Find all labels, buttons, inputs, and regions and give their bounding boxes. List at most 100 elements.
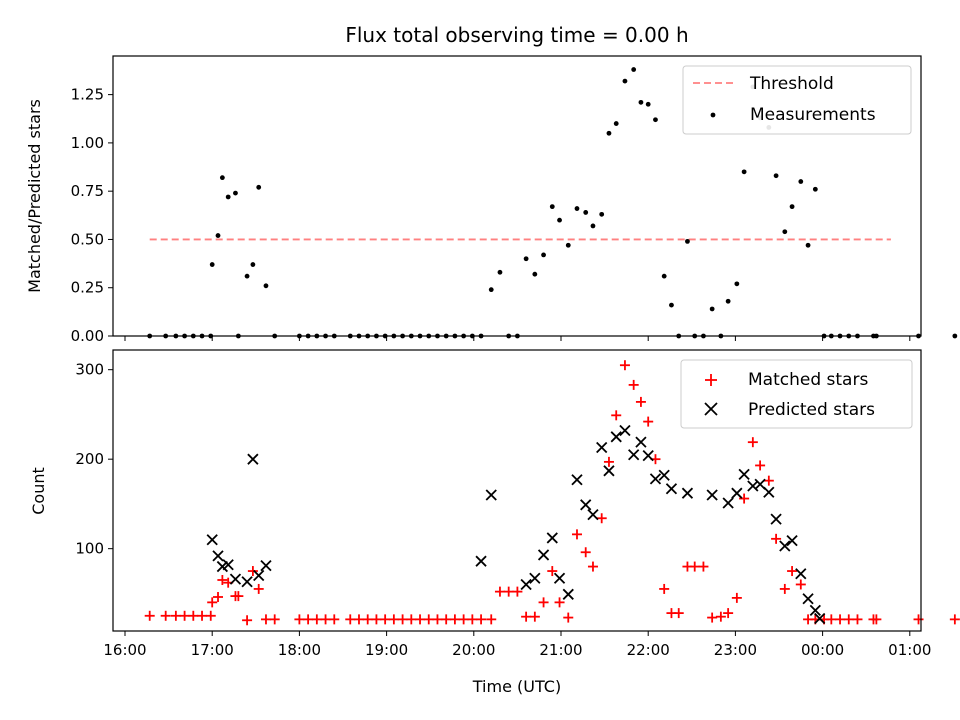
matched-star-point (253, 583, 264, 594)
legend-matched-label: Matched stars (748, 370, 868, 390)
legend-predicted-swatch (704, 402, 718, 416)
measurement-point (685, 238, 690, 244)
matched-star-point (207, 597, 218, 608)
predicted-star-point (795, 568, 807, 580)
matched-star-point (913, 614, 924, 625)
matched-star-point (763, 475, 774, 486)
predicted-star-point (635, 436, 647, 448)
measurement-point (638, 99, 644, 105)
legend-predicted-label: Predicted stars (748, 400, 875, 420)
matched-star-point (233, 591, 244, 602)
predicted-star-point (738, 468, 750, 481)
matched-star-point (476, 614, 487, 625)
predicted-star-point (587, 509, 599, 521)
matched-star-point (345, 614, 356, 625)
predicted-star-point (770, 513, 782, 525)
measurement-point (244, 273, 250, 279)
matched-star-point (843, 614, 854, 625)
matched-star-point (512, 586, 523, 597)
x-tick-label: 22:00 (627, 641, 670, 659)
x-tick-label: 23:00 (714, 641, 757, 659)
bottom-y-axis-label: Count (29, 467, 48, 515)
measurement-point (523, 256, 529, 262)
legend-measurements-swatch (710, 112, 716, 118)
predicted-star-point (529, 572, 541, 584)
matched-star-point (320, 614, 331, 625)
measurement-point (613, 121, 619, 126)
x-tick-label: 21:00 (539, 641, 582, 659)
matched-star-point (205, 610, 216, 621)
bottom-legend-box (680, 359, 913, 429)
matched-star-point (269, 614, 280, 625)
matched-star-point (458, 614, 469, 625)
matched-star-point (179, 610, 190, 621)
top-panel: 0.00 0.25 0.50 0.75 1.00 1.25 Matched/Predict… (25, 55, 958, 345)
legend-matched-swatch (705, 374, 717, 386)
matched-star-point (755, 460, 766, 471)
matched-star-point (698, 561, 709, 572)
matched-star-point (486, 614, 497, 625)
predicted-star-point (222, 559, 234, 571)
predicted-star-point (260, 560, 272, 572)
matched-star-point (611, 410, 622, 421)
measurement-point (805, 242, 811, 248)
figure-title: Flux total observing time = 0.00 h (345, 23, 688, 47)
matched-star-point (723, 608, 734, 619)
predicted-star-point (229, 573, 242, 585)
y-tick-label: 1.00 (71, 134, 104, 152)
matched-star-point (494, 586, 505, 597)
matched-star-point (242, 615, 253, 626)
matched-star-point (406, 614, 417, 625)
bottom-axes-frame (112, 349, 922, 632)
measurement-point (209, 262, 215, 267)
predicted-star-point (642, 449, 654, 462)
matched-star-point (329, 614, 340, 625)
predicted-star-point (619, 424, 631, 437)
matched-star-point (871, 614, 882, 625)
matched-star-point (689, 561, 700, 572)
measurement-point (497, 269, 503, 275)
y-tick-label: 1.25 (71, 86, 104, 104)
predicted-star-point (206, 534, 218, 546)
matched-star-point (529, 611, 540, 622)
bottom-x-ticks: 16:00 17:00 18:00 19:00 20:00 21:00 22:00 23:00… (103, 631, 931, 659)
matched-star-point (635, 396, 646, 407)
measurement-point (225, 194, 231, 200)
matched-star-point (795, 579, 806, 590)
measurement-point (782, 229, 788, 235)
measurement-point (645, 101, 651, 107)
predicted-star-point (763, 486, 775, 498)
matched-star-point (673, 608, 684, 619)
matched-star-point (779, 583, 790, 594)
matched-star-point (596, 513, 607, 524)
predicted-star-point (580, 499, 592, 511)
measurement-point (606, 130, 612, 136)
measurement-point (709, 306, 715, 312)
matched-star-point (415, 614, 426, 625)
matched-star-point (771, 533, 782, 544)
predicted-star-point (485, 489, 497, 501)
measurement-point (532, 271, 538, 277)
measurement-point (734, 281, 740, 287)
matched-star-point (260, 614, 271, 625)
x-tick-label: 01:00 (888, 641, 931, 659)
matched-star-point (659, 583, 670, 594)
bottom-y-ticks: 100 200 300 (75, 361, 113, 558)
top-y-axis-label: Matched/Predicted stars (25, 99, 44, 293)
predicted-star-point (814, 612, 826, 625)
x-tick-label: 18:00 (278, 641, 321, 659)
predicted-star-point (779, 540, 791, 552)
matched-star-point (217, 574, 228, 585)
predicted-star-point (628, 449, 640, 461)
top-legend: Threshold Measurements (682, 65, 912, 135)
matched-star-point (170, 610, 181, 621)
matched-star-point (563, 612, 574, 623)
measurement-point (219, 175, 225, 181)
measurement-point (653, 117, 658, 123)
measurement-point (233, 190, 238, 196)
matched-star-point (353, 614, 364, 625)
measurement-point (661, 273, 667, 279)
matched-star-point (371, 614, 382, 625)
predicted-star-point (681, 487, 694, 499)
measurement-point (263, 283, 269, 289)
